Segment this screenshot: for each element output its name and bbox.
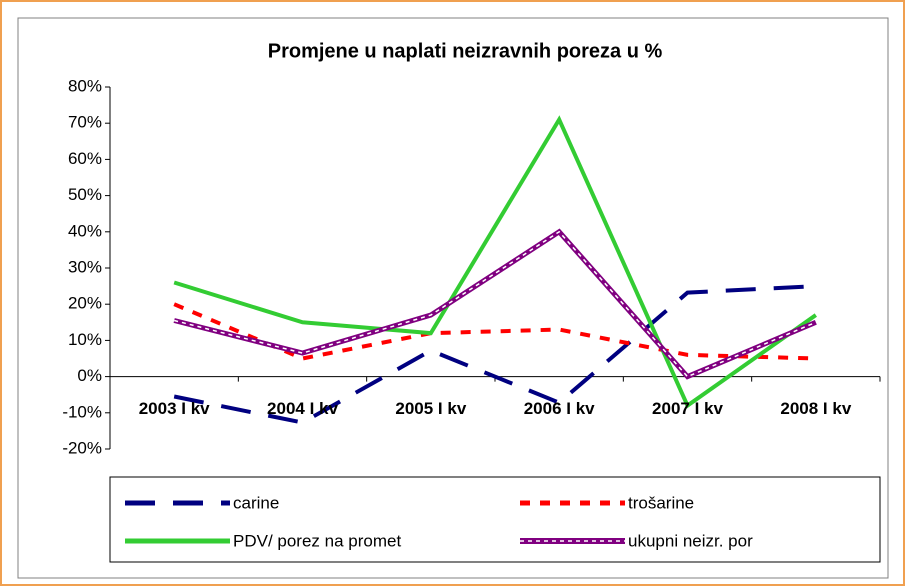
y-tick-label: 50%: [68, 185, 102, 204]
chart-title: Promjene u naplati neizravnih poreza u %: [268, 40, 663, 62]
legend-label: trošarine: [628, 493, 694, 512]
y-tick-label: 70%: [68, 113, 102, 132]
y-tick-label: 60%: [68, 149, 102, 168]
y-tick-label: 10%: [68, 330, 102, 349]
series-line: [173, 284, 816, 425]
x-tick-label: 2003 I kv: [139, 399, 210, 418]
x-tick-label: 2004 I kv: [267, 399, 338, 418]
y-tick-label: 80%: [68, 76, 102, 95]
x-tick-label: 2008 I kv: [780, 399, 851, 418]
y-tick-label: -20%: [62, 438, 102, 457]
legend-label: carine: [233, 493, 279, 512]
y-tick-label: 30%: [68, 257, 102, 276]
y-tick-label: 20%: [68, 294, 102, 313]
legend-label: PDV/ porez na promet: [233, 531, 401, 550]
series-line-pattern: [173, 230, 817, 378]
legend-box: [109, 476, 881, 563]
x-tick-label: 2006 I kv: [524, 399, 595, 418]
y-tick-label: -10%: [62, 402, 102, 421]
y-tick-label: 0%: [77, 366, 102, 385]
x-tick-label: 2007 I kv: [652, 399, 723, 418]
y-tick-label: 40%: [68, 221, 102, 240]
legend-label: ukupni neizr. por: [628, 531, 753, 550]
x-tick-label: 2005 I kv: [395, 399, 466, 418]
series-line: [173, 115, 817, 409]
